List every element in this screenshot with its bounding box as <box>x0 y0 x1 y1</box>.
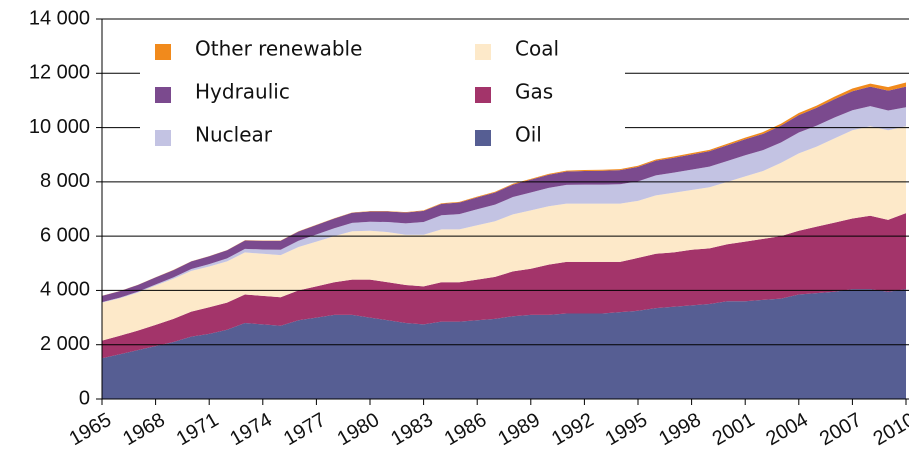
legend-box <box>140 30 625 158</box>
x-tick-label: 1977 <box>280 409 330 450</box>
area <box>102 213 906 359</box>
x-tick-label: 1983 <box>387 409 437 450</box>
legend-swatch <box>155 44 171 60</box>
area <box>102 106 906 303</box>
x-tick-label: 1965 <box>66 409 116 450</box>
legend-label: Other renewable <box>195 37 362 61</box>
y-tick-label: 4 000 <box>40 279 90 301</box>
area <box>102 126 906 341</box>
legend-label: Oil <box>515 123 542 147</box>
legend-swatch <box>475 44 491 60</box>
x-tick-label: 1968 <box>119 409 169 450</box>
area <box>102 86 906 303</box>
legend-label: Gas <box>515 80 553 104</box>
y-tick-label: 10 000 <box>29 116 90 138</box>
legend-label: Nuclear <box>195 123 273 147</box>
x-tick-label: 1986 <box>441 409 491 450</box>
x-tick-label: 1989 <box>494 409 544 450</box>
x-tick-label: 1974 <box>226 409 276 450</box>
legend-swatch <box>475 87 491 103</box>
x-tick-label: 2004 <box>762 409 812 450</box>
x-tick-label: 2010 <box>870 409 909 450</box>
y-tick-label: 2 000 <box>40 333 90 355</box>
legend-label: Hydraulic <box>195 80 290 104</box>
legend-label: Coal <box>515 37 559 61</box>
y-tick-label: 0 <box>79 387 90 409</box>
legend-swatch <box>475 130 491 146</box>
x-tick-label: 2001 <box>709 409 759 450</box>
x-tick-label: 1980 <box>334 409 384 450</box>
legend-swatch <box>155 87 171 103</box>
legend-swatch <box>155 130 171 146</box>
x-tick-label: 1971 <box>173 409 223 450</box>
x-tick-label: 2007 <box>816 409 866 450</box>
y-tick-label: 6 000 <box>40 224 90 246</box>
x-tick-label: 1992 <box>548 409 598 450</box>
y-tick-label: 14 000 <box>29 7 90 29</box>
x-tick-label: 1998 <box>655 409 705 450</box>
y-tick-label: 8 000 <box>40 170 90 192</box>
y-tick-label: 12 000 <box>29 62 90 84</box>
x-tick-label: 1995 <box>602 409 652 450</box>
area <box>102 289 906 399</box>
